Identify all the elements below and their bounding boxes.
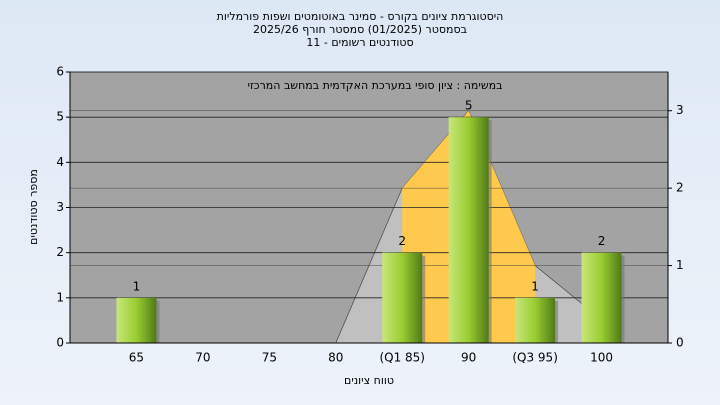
y-tick-label: 3 bbox=[56, 200, 64, 214]
bar bbox=[515, 297, 556, 343]
x-tick-label: 70 bbox=[195, 351, 210, 365]
y2-tick-label: 1 bbox=[676, 258, 684, 272]
data-label: 5 bbox=[465, 99, 473, 113]
y-tick-label: 1 bbox=[56, 290, 64, 304]
x-tick-label: 90 bbox=[461, 351, 476, 365]
annotation: במשימה : ציון סופי במערכת האקדמית במחשב … bbox=[248, 79, 503, 92]
x-tick-label: 80 bbox=[328, 351, 343, 365]
y-tick-label: 0 bbox=[56, 336, 64, 350]
bar bbox=[448, 117, 489, 344]
y-tick-label: 6 bbox=[56, 65, 64, 79]
y-axis-label: מספר סטודנטים bbox=[27, 169, 40, 245]
chart-subtitle: סטודנטים רשומים - 11 bbox=[306, 36, 413, 49]
data-label: 2 bbox=[598, 234, 606, 248]
y2-tick-label: 0 bbox=[676, 336, 684, 350]
y-tick-label: 2 bbox=[56, 245, 64, 259]
data-label: 2 bbox=[398, 234, 406, 248]
y-tick-label: 5 bbox=[56, 110, 64, 124]
x-tick-label: 75 bbox=[262, 351, 277, 365]
x-tick-label: 65 bbox=[129, 351, 144, 365]
x-tick-label: (Q1 85) bbox=[379, 351, 425, 365]
x-tick-label: (Q3 95) bbox=[512, 351, 558, 365]
data-label: 1 bbox=[531, 279, 539, 293]
bar bbox=[581, 252, 622, 343]
bar bbox=[116, 297, 157, 343]
y2-tick-label: 2 bbox=[676, 181, 684, 195]
y2-tick-label: 3 bbox=[676, 103, 684, 117]
data-label: 1 bbox=[133, 279, 141, 293]
x-axis-label: טווח ציונים bbox=[344, 374, 394, 387]
bar bbox=[382, 252, 423, 343]
chart-title: היסטוגרמת ציונים בקורס - סמינר באוטומטים… bbox=[217, 10, 504, 23]
x-tick-label: 100 bbox=[590, 351, 613, 365]
y-tick-label: 4 bbox=[56, 155, 64, 169]
chart-subtitle: בסמסטר (01/2025) סמסטר חורף 2025/26 bbox=[253, 23, 467, 36]
